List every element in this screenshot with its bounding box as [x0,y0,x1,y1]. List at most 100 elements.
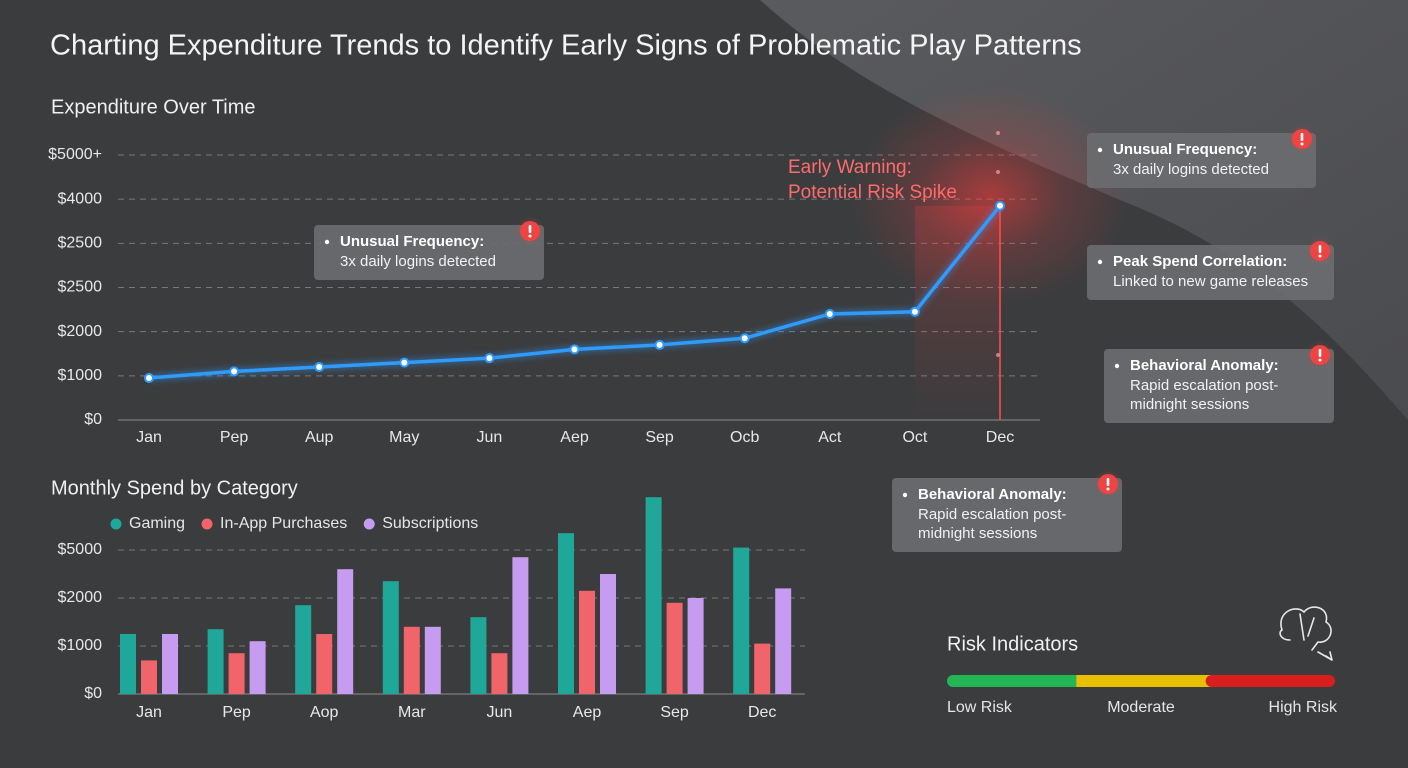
card-heading: Behavioral Anomaly: [918,486,1067,503]
y-tick-label: $1000 [58,367,103,384]
bar [228,653,245,694]
bar [687,598,704,694]
card-bg [1087,133,1316,188]
card-heading: Unusual Frequency: [340,233,484,250]
bar [162,634,178,694]
bar [337,569,354,694]
point [995,200,1005,211]
card-heading: Peak Spend Correlation: [1113,253,1287,270]
x-tick-label: Act [818,429,842,446]
card-bullet [324,239,330,245]
y-tick-label: $0 [84,411,102,428]
x-tick-label: Sep [660,704,689,721]
annotation: Potential Risk Spike [788,182,957,203]
alert-card: Unusual Frequency: 3x daily logins detect… [314,216,545,280]
sparkle [996,170,1000,174]
bar [512,557,529,694]
card-bg [1087,245,1334,300]
alert-icon-bar [1318,349,1322,357]
risk-label: Moderate [1107,699,1175,716]
point [399,357,410,368]
bar [775,588,792,694]
sparkle [996,353,1000,357]
alert-icon-bar [528,225,532,233]
bar [754,643,771,694]
risk-label: High Risk [1269,699,1338,716]
bar [491,653,508,694]
x-tick-label: Aep [573,704,602,721]
point [229,366,240,377]
y-tick-label: $2500 [58,235,103,252]
x-tick-label: Mar [398,704,426,721]
bar [470,617,487,694]
card-bullet [1097,259,1103,265]
bar [733,547,750,694]
alert-icon-bar [1106,478,1110,486]
x-tick-label: Aup [305,429,334,446]
y-tick-label: $0 [84,685,102,702]
card-bullet [902,492,908,498]
alert-icon-bar [1300,133,1304,141]
bar [316,634,333,694]
card-line: 3x daily logins detected [1113,161,1269,178]
risk-segment [1205,675,1335,687]
legend-label: In-App Purchases [220,515,347,532]
y-tick-label: $5000+ [48,146,102,163]
page-title: Charting Expenditure Trends to Identify … [50,30,1082,62]
annotation: Early Warning: [788,157,912,178]
alert-icon-dot [1106,487,1110,491]
content: Expenditure Over Time $0 $1000 $2000 $2500 $2… [48,85,1338,721]
card-bg [1104,349,1334,423]
bar [666,602,683,694]
bar [558,533,574,694]
bar [382,581,399,694]
point [569,344,580,355]
x-tick-label: Jun [477,429,503,446]
bar [249,641,266,694]
point [909,306,920,317]
bar [207,629,224,694]
point [824,309,835,319]
bar [120,634,136,694]
bar [600,574,616,694]
chart-title: Monthly Spend by Category [51,477,298,499]
card-line: midnight sessions [1130,396,1249,413]
card-bg [892,478,1122,552]
point [654,339,665,350]
card-heading: Unusual Frequency: [1113,141,1257,158]
alert-icon-dot [1318,254,1322,258]
card-line: 3x daily logins detected [340,253,496,270]
brain-outline [1279,606,1333,661]
spike-fill [914,205,1000,420]
legend-swatch [363,518,375,530]
bar [403,626,420,694]
x-tick-label: Pep [220,429,249,446]
legend-label: Subscriptions [382,515,478,532]
alert-icon-bar [1318,245,1322,253]
alert-icon-dot [1318,358,1322,362]
sparkle [996,131,1000,135]
card-bullet [1097,147,1103,153]
alert-card: Peak Spend Correlation: Linked to new gam… [1087,236,1335,300]
legend-swatch [110,518,122,530]
x-tick-label: Pep [222,704,251,721]
risk-segment [1076,675,1212,687]
point [484,353,495,364]
x-tick-label: Aop [310,704,339,721]
point [144,373,154,384]
point [314,362,325,372]
x-tick-label: Dec [986,429,1014,446]
y-tick-label: $4000 [58,190,103,207]
bar [141,660,157,694]
card-line: midnight sessions [918,525,1037,542]
x-tick-label: Sep [645,429,674,446]
risk-segment [947,675,1083,687]
alert-card: Behavioral Anomaly: Rapid escalation post… [892,469,1123,552]
brain-icon [1279,606,1333,661]
x-tick-label: May [389,429,419,446]
y-tick-label: $2500 [58,279,103,296]
card-line: Linked to new game releases [1113,273,1308,290]
legend-swatch [201,518,213,530]
x-tick-label: Dec [748,704,776,721]
